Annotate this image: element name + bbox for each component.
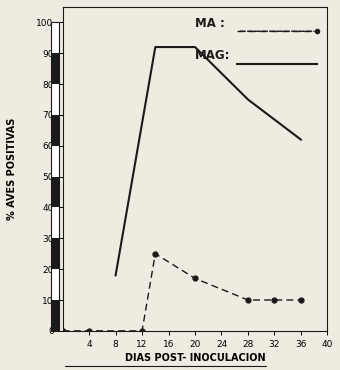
Bar bbox=[51, 300, 59, 331]
Bar bbox=[51, 115, 59, 146]
X-axis label: DIAS POST- INOCULACION: DIAS POST- INOCULACION bbox=[125, 353, 265, 363]
Bar bbox=[51, 146, 59, 176]
Bar bbox=[51, 176, 59, 208]
Text: MAG:: MAG: bbox=[195, 49, 231, 62]
Bar bbox=[51, 22, 59, 331]
Bar bbox=[51, 238, 59, 269]
Bar bbox=[51, 22, 59, 53]
Y-axis label: % AVES POSITIVAS: % AVES POSITIVAS bbox=[7, 118, 17, 220]
Bar bbox=[51, 84, 59, 115]
Bar bbox=[51, 208, 59, 238]
Text: MA :: MA : bbox=[195, 17, 225, 30]
Bar bbox=[51, 53, 59, 84]
Bar bbox=[51, 269, 59, 300]
